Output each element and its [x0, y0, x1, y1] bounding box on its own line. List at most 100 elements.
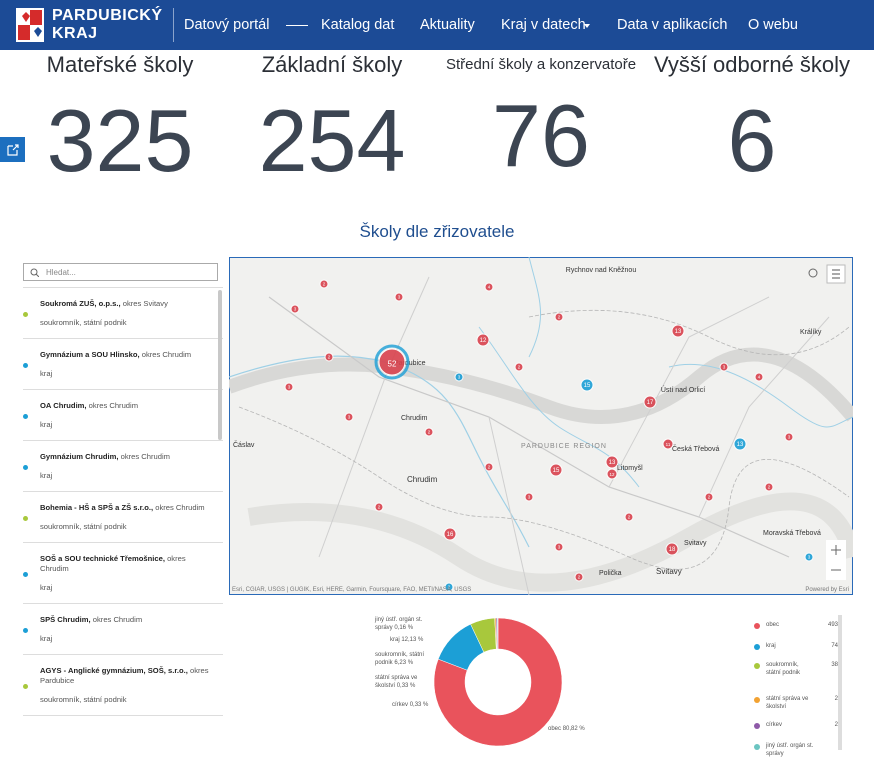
map-marker[interactable]: 13: [733, 437, 747, 451]
marker-circle: [643, 395, 657, 409]
map-search[interactable]: [808, 268, 818, 278]
marker-count: 2: [378, 504, 381, 509]
slice-name: jiný ústř. orgán st. správy: [375, 617, 423, 631]
legend-item[interactable]: kraj 74: [754, 643, 838, 651]
nav-link[interactable]: Datový portál: [184, 17, 270, 33]
legend-scrollbar[interactable]: [838, 615, 842, 750]
list-item[interactable]: Gymnázium a SOU Hlinsko, okres Chrudim kr…: [23, 339, 223, 390]
list-item[interactable]: SPŠ Chrudim, okres Chrudim kraj: [23, 604, 223, 655]
map-marker[interactable]: 52: [374, 344, 410, 380]
separator: [173, 8, 174, 42]
map-marker[interactable]: 12: [606, 468, 618, 480]
legend-item[interactable]: církev 2: [754, 722, 838, 730]
place-label: Moravská Třebová: [763, 530, 821, 537]
marker-circle: [524, 492, 534, 502]
map-marker[interactable]: 3: [784, 432, 794, 442]
scrollbar[interactable]: [218, 290, 222, 440]
legend-item[interactable]: obec 493: [754, 622, 838, 630]
map-marker[interactable]: 3: [719, 362, 729, 372]
item-title: Soukromá ZUŠ, o.p.s., okres Svitavy: [40, 299, 215, 309]
list-item[interactable]: Bohemia - HŠ a SPŠ a ZŠ s.r.o., okres Ch…: [23, 492, 223, 543]
nav-link[interactable]: Aktuality: [420, 17, 475, 33]
map-marker[interactable]: 3: [290, 304, 300, 314]
map-marker[interactable]: 16: [443, 527, 457, 541]
marker-circle: [662, 438, 674, 450]
map-marker[interactable]: 3: [454, 372, 464, 382]
place-label: Česká Třebová: [672, 444, 719, 453]
item-founder: kraj: [40, 471, 53, 480]
status-dot: [23, 516, 28, 521]
marker-count: 17: [647, 400, 654, 406]
item-founder: soukromník, státní podnik: [40, 318, 127, 327]
marker-circle: [580, 378, 594, 392]
list-item[interactable]: OA Chrudim, okres Chrudim kraj: [23, 390, 223, 441]
map-marker[interactable]: 4: [484, 282, 494, 292]
map-marker[interactable]: 2: [324, 352, 334, 362]
logo-text: KRAJ: [52, 25, 98, 42]
stat-label: Vyšší odborné školy: [653, 52, 851, 77]
nav-link[interactable]: Data v aplikacích: [617, 17, 728, 33]
marker-count: 2: [488, 464, 491, 469]
item-title: Gymnázium a SOU Hlinsko, okres Chrudim: [40, 350, 215, 360]
list-item[interactable]: AGYS - Anglické gymnázium, SOŠ, s.r.o., …: [23, 655, 223, 716]
marker-circle: [424, 427, 434, 437]
map-marker[interactable]: 2: [554, 312, 564, 322]
map-marker[interactable]: 2: [484, 462, 494, 472]
marker-count: 12: [480, 338, 487, 344]
map-marker[interactable]: 3: [524, 492, 534, 502]
list-item[interactable]: Soukromá ZUŠ, o.p.s., okres Svitavy soukr…: [23, 288, 223, 339]
legend-item[interactable]: státní správa ve školství 2: [754, 696, 838, 711]
place-label: Ústí nad Orlicí: [661, 385, 705, 394]
map-marker[interactable]: 3: [344, 412, 354, 422]
marker-circle: [605, 455, 619, 469]
map-marker[interactable]: 12: [476, 333, 490, 347]
map-marker[interactable]: 2: [424, 427, 434, 437]
slice-label: kraj 12,13 %: [390, 637, 450, 645]
slice-percent: 80,82 %: [562, 726, 585, 732]
marker-count: 3: [294, 306, 297, 311]
map-marker[interactable]: 3: [394, 292, 404, 302]
map[interactable]: Rychnov nad Kněžnou Pardubice Chrudim Chrud…: [229, 257, 853, 595]
marker-circle: [624, 512, 634, 522]
map-marker[interactable]: 2: [374, 502, 384, 512]
map-marker[interactable]: 2: [764, 482, 774, 492]
map-marker[interactable]: 11: [662, 438, 674, 450]
map-marker[interactable]: 13: [605, 455, 619, 469]
legend-item[interactable]: soukromník, státní podnik 38: [754, 662, 838, 677]
school-name: Bohemia - HŠ a SPŠ a ZŠ s.r.o.,: [40, 503, 154, 512]
list-item[interactable]: SOŠ a SOU technické Třemošnice, okres Ch…: [23, 543, 223, 604]
legend-item[interactable]: jiný ústř. orgán st. správy: [754, 743, 838, 758]
nav-link[interactable]: O webu: [748, 17, 798, 33]
search-box[interactable]: Hledat...: [23, 263, 218, 281]
marker-count: 2: [328, 354, 331, 359]
map-marker[interactable]: 13: [671, 324, 685, 338]
list-item[interactable]: Gymnázium Chrudim, okres Chrudim kraj: [23, 441, 223, 492]
marker-count: 13: [609, 460, 616, 466]
map-marker[interactable]: 3: [284, 382, 294, 392]
map-marker[interactable]: 2: [444, 582, 454, 592]
legend-count: 2: [834, 696, 838, 702]
map-marker[interactable]: 3: [804, 552, 814, 562]
map-marker[interactable]: 17: [643, 395, 657, 409]
nav-link[interactable]: Katalog dat: [321, 17, 395, 33]
marker-circle: [454, 372, 464, 382]
status-dot: [23, 312, 28, 317]
map-marker[interactable]: 2: [624, 512, 634, 522]
map-marker[interactable]: 18: [665, 542, 679, 556]
item-title: Bohemia - HŠ a SPŠ a ZŠ s.r.o., okres Ch…: [40, 503, 215, 513]
side-tab[interactable]: [0, 137, 25, 162]
legend-count: 2: [834, 722, 838, 728]
map-marker[interactable]: 2: [319, 279, 329, 289]
school-name: SOŠ a SOU technické Třemošnice,: [40, 554, 165, 563]
map-marker[interactable]: 4: [754, 372, 764, 382]
map-marker[interactable]: 15: [549, 463, 563, 477]
nav-link[interactable]: Kraj v datech: [501, 17, 586, 33]
marker-circle: [554, 542, 564, 552]
map-marker[interactable]: 2: [704, 492, 714, 502]
map-marker[interactable]: 2: [574, 572, 584, 582]
legend-count: 493: [827, 622, 838, 628]
map-marker[interactable]: 15: [580, 378, 594, 392]
map-marker[interactable]: 3: [554, 542, 564, 552]
map-marker[interactable]: 2: [514, 362, 524, 372]
